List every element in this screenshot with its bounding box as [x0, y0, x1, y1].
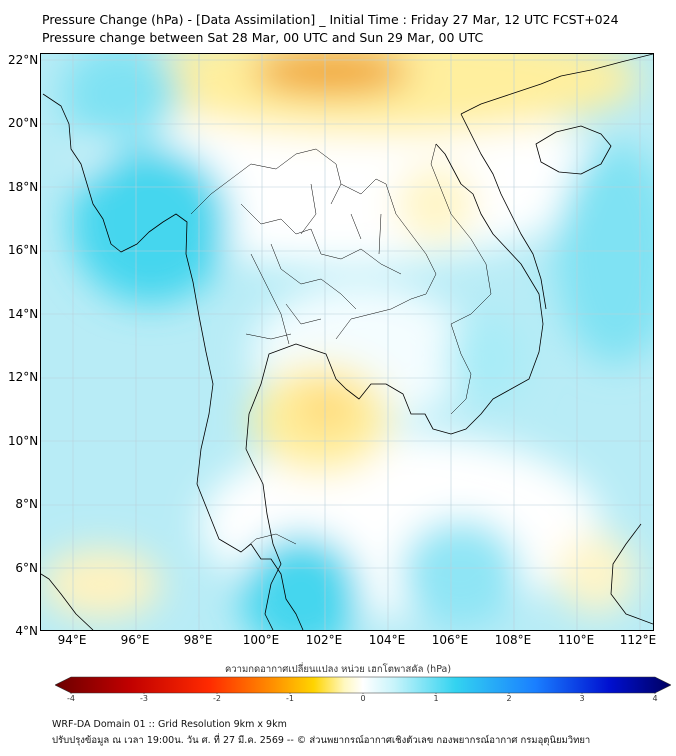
- china-coast: [460, 54, 653, 115]
- map-panel: [40, 53, 654, 631]
- field-positive-sea: [401, 519, 521, 629]
- cb-tick-2: 2: [506, 694, 512, 703]
- pressure-field: [41, 54, 653, 630]
- lat-label-4: 4°N: [15, 624, 38, 638]
- lat-label-18: 18°N: [8, 180, 39, 194]
- field-negative-gulf-core: [296, 387, 356, 431]
- lon-label-110: 110°E: [557, 633, 595, 647]
- border-thailand-cambodia: [335, 298, 412, 340]
- cb-tick-3: 3: [579, 694, 585, 703]
- cb-tick-1: 1: [433, 694, 439, 703]
- colorbar-bar: [55, 676, 671, 694]
- lat-label-10: 10°N: [8, 434, 39, 448]
- border-cambodia-vietnam: [450, 323, 472, 415]
- lat-label-14: 14°N: [8, 307, 39, 321]
- border-thailand-laos: [340, 178, 437, 300]
- lat-label-12: 12°N: [8, 370, 39, 384]
- field-negative-se: [556, 534, 636, 614]
- thai-provinces: [240, 183, 402, 345]
- field-negative-laos: [396, 164, 476, 244]
- field-negative-north: [121, 54, 641, 134]
- cb-tick-0: 0: [360, 694, 366, 703]
- lon-label-94: 94°E: [57, 633, 87, 647]
- footer-model-info: WRF-DA Domain 01 :: Grid Resolution 9km …: [52, 719, 287, 730]
- cb-tick-neg3: -3: [140, 694, 148, 703]
- lon-label-104: 104°E: [368, 633, 406, 647]
- colorbar-label: ความกดอากาศเปลี่ยนแปลง หน่วย เฮกโตพาสคัล…: [224, 664, 452, 675]
- field-negative-sw: [41, 549, 161, 619]
- lon-label-106: 106°E: [431, 633, 469, 647]
- footer-update-info: ปรับปรุงข้อมูล ณ เวลา 19:00น. วัน ศ. ที่…: [52, 735, 591, 746]
- border-myanmar-thailand: [190, 148, 342, 215]
- cb-tick-neg4: -4: [67, 694, 75, 703]
- lat-label-6: 6°N: [15, 561, 38, 575]
- lon-label-102: 102°E: [305, 633, 343, 647]
- borders: [190, 143, 492, 553]
- border-laos-vietnam: [430, 143, 492, 325]
- lat-label-22: 22°N: [8, 53, 39, 67]
- borneo-coast: [610, 523, 653, 625]
- lon-label-112: 112°E: [619, 633, 657, 647]
- lon-label-108: 108°E: [494, 633, 532, 647]
- hainan-island: [535, 125, 612, 175]
- coastlines: [41, 54, 653, 630]
- cb-tick-neg2: -2: [213, 694, 221, 703]
- colorbar-tick-marks: [70, 693, 656, 694]
- sumatra-coast: [41, 573, 94, 630]
- lat-label-20: 20°N: [8, 116, 39, 130]
- field-positive-east: [556, 144, 653, 364]
- lon-grid: [72, 54, 641, 630]
- lon-label-98: 98°E: [183, 633, 213, 647]
- lon-label-96: 96°E: [120, 633, 150, 647]
- field-positive-south: [241, 534, 361, 630]
- chart-subtitle: Pressure change between Sat 28 Mar, 00 U…: [42, 30, 484, 45]
- field-negative-north-core: [251, 54, 411, 94]
- gulf-of-thailand-coast: [245, 143, 544, 630]
- lon-label-100: 100°E: [242, 633, 280, 647]
- field-positive-west: [71, 144, 231, 304]
- lat-label-16: 16°N: [8, 243, 39, 257]
- vietnam-coast-north: [460, 113, 547, 310]
- colorbar: [55, 676, 671, 694]
- chart-title: Pressure Change (hPa) - [Data Assimilati…: [42, 12, 619, 27]
- border-malaysia: [240, 533, 297, 553]
- cb-tick-neg1: -1: [286, 694, 294, 703]
- lat-label-8: 8°N: [15, 497, 38, 511]
- cb-tick-4: 4: [652, 694, 658, 703]
- field-positive-nw: [61, 54, 181, 144]
- field-positive-vn: [446, 314, 526, 404]
- pressure-change-map: [41, 54, 653, 630]
- mainland-coastline: [42, 93, 304, 630]
